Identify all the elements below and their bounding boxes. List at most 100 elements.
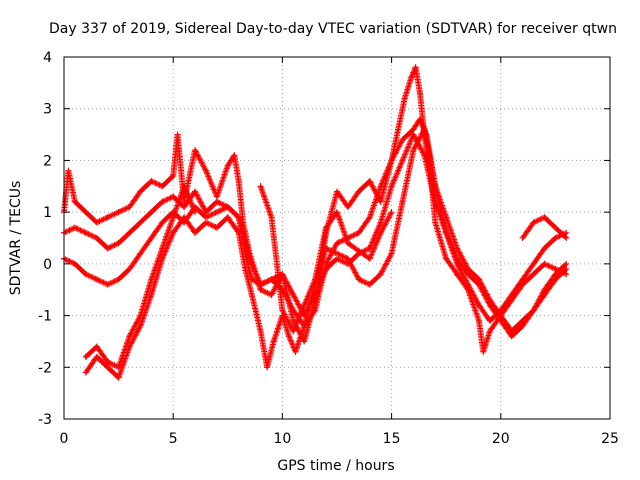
y-tick-label: -1 bbox=[38, 309, 52, 325]
data-point bbox=[224, 162, 231, 169]
series-trace-e bbox=[82, 183, 570, 371]
data-point bbox=[115, 276, 122, 283]
data-point bbox=[159, 198, 166, 205]
data-point bbox=[181, 214, 188, 221]
data-point bbox=[170, 172, 177, 179]
data-point bbox=[497, 317, 504, 324]
data-point bbox=[530, 219, 537, 226]
data-point bbox=[104, 364, 111, 371]
data-point bbox=[264, 364, 271, 371]
data-point bbox=[115, 240, 122, 247]
data-point bbox=[563, 235, 570, 241]
data-point bbox=[432, 183, 439, 190]
data-point bbox=[137, 250, 144, 257]
y-axis-label: SDTVAR / TECUs bbox=[8, 181, 24, 296]
data-point bbox=[202, 167, 209, 174]
data-point bbox=[377, 229, 384, 236]
data-point bbox=[257, 286, 264, 293]
data-point bbox=[159, 245, 166, 252]
data-point bbox=[541, 245, 548, 252]
data-point bbox=[270, 338, 277, 345]
data-point bbox=[408, 74, 415, 81]
y-tick-labels: -3 -2 -1 0 1 2 3 4 bbox=[38, 50, 52, 428]
data-point bbox=[115, 374, 122, 381]
y-tick-label: 0 bbox=[43, 257, 52, 273]
data-point bbox=[242, 266, 249, 273]
data-point bbox=[148, 209, 155, 216]
data-point bbox=[563, 271, 570, 278]
data-point bbox=[388, 157, 395, 164]
data-point bbox=[104, 281, 111, 288]
data-point bbox=[170, 229, 177, 236]
data-point bbox=[401, 95, 408, 102]
data-point bbox=[421, 152, 428, 159]
data-point bbox=[486, 328, 493, 335]
y-tick-label: 4 bbox=[43, 50, 52, 66]
data-point bbox=[115, 364, 122, 371]
data-point bbox=[344, 203, 351, 210]
data-point bbox=[334, 188, 340, 195]
data-point bbox=[519, 235, 526, 241]
data-point bbox=[148, 178, 155, 185]
data-point bbox=[268, 276, 275, 283]
data-point bbox=[82, 209, 89, 216]
data-point bbox=[508, 291, 515, 298]
axis-ticks bbox=[63, 56, 611, 420]
data-point bbox=[82, 353, 89, 360]
data-point bbox=[257, 183, 264, 190]
data-point bbox=[388, 209, 395, 216]
data-point bbox=[82, 369, 89, 376]
x-tick-label: 15 bbox=[383, 431, 401, 447]
data-point bbox=[377, 198, 384, 205]
data-point bbox=[399, 157, 406, 164]
data-point bbox=[412, 64, 419, 71]
series-trace bbox=[61, 116, 569, 335]
data-point bbox=[334, 255, 340, 262]
data-point bbox=[148, 235, 155, 241]
data-point bbox=[497, 307, 504, 314]
data-marks bbox=[61, 64, 570, 381]
data-point bbox=[192, 229, 199, 236]
data-point bbox=[344, 255, 351, 262]
data-point bbox=[410, 131, 417, 138]
data-point bbox=[235, 214, 242, 221]
data-point bbox=[213, 193, 220, 200]
data-point bbox=[290, 307, 297, 314]
data-point bbox=[323, 266, 330, 273]
data-point bbox=[541, 214, 548, 221]
data-point bbox=[552, 235, 559, 241]
data-point bbox=[65, 167, 72, 174]
data-point bbox=[231, 152, 238, 159]
series-trace bbox=[82, 126, 568, 381]
data-point bbox=[563, 260, 570, 267]
data-point bbox=[334, 209, 340, 216]
plot-frame bbox=[63, 56, 611, 420]
data-point bbox=[301, 322, 308, 329]
data-point bbox=[246, 255, 253, 262]
data-point bbox=[454, 271, 461, 278]
data-point bbox=[486, 302, 493, 309]
data-point bbox=[530, 260, 537, 267]
data-point bbox=[563, 266, 570, 273]
data-point bbox=[224, 203, 231, 210]
y-tick-label: 3 bbox=[43, 102, 52, 118]
data-point bbox=[552, 276, 559, 283]
data-point bbox=[137, 188, 144, 195]
data-point bbox=[137, 312, 144, 319]
data-point bbox=[530, 271, 537, 278]
data-point bbox=[104, 214, 111, 221]
data-point bbox=[312, 307, 319, 314]
data-point bbox=[301, 338, 308, 345]
data-point bbox=[268, 214, 275, 221]
data-point bbox=[443, 255, 450, 262]
data-point bbox=[388, 183, 395, 190]
data-point bbox=[312, 276, 319, 283]
data-point bbox=[552, 224, 559, 231]
data-point bbox=[181, 183, 188, 190]
data-point bbox=[323, 245, 330, 252]
data-point bbox=[192, 147, 199, 154]
data-point bbox=[159, 219, 166, 226]
data-point bbox=[174, 131, 181, 138]
data-point bbox=[366, 214, 373, 221]
data-point bbox=[410, 147, 417, 154]
